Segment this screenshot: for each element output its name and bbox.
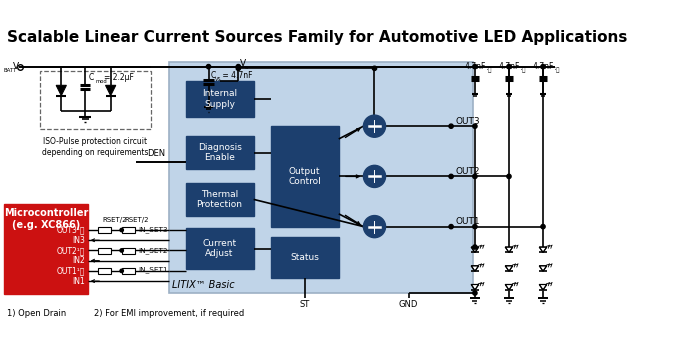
Text: OUT1¹⧵: OUT1¹⧵ [56,266,85,275]
Circle shape [120,228,123,232]
Text: 4.7nF: 4.7nF [464,62,486,71]
Text: BATT: BATT [3,68,17,73]
Text: ²⧵: ²⧵ [487,66,492,73]
Text: DEN: DEN [147,149,165,158]
Text: C: C [210,71,216,80]
Text: Internal
Supply: Internal Supply [202,89,237,109]
Polygon shape [471,266,479,271]
Text: ST: ST [300,300,310,309]
Text: RSET/2: RSET/2 [103,217,127,223]
Text: OUT2¹⧵: OUT2¹⧵ [56,246,85,255]
Text: V: V [13,62,19,71]
Text: = 2.2μF: = 2.2μF [104,73,134,82]
Circle shape [473,174,477,179]
Circle shape [541,64,545,69]
Text: Scalable Linear Current Sources Family for Automotive LED Applications: Scalable Linear Current Sources Family f… [7,30,627,45]
Text: Diagnosis
Enable: Diagnosis Enable [198,143,241,162]
Text: Status: Status [290,253,319,262]
Text: IN1: IN1 [72,276,85,285]
Circle shape [373,66,377,71]
Circle shape [449,225,454,229]
Text: VS: VS [214,77,221,82]
Text: IN_SET2: IN_SET2 [138,247,168,254]
Circle shape [449,124,454,128]
Text: OUT1: OUT1 [456,217,480,226]
Bar [98,268,112,274]
Bar [186,136,254,169]
Circle shape [120,269,123,273]
Circle shape [507,174,511,179]
Polygon shape [539,266,547,271]
Text: ²⧵: ²⧵ [555,66,560,73]
Circle shape [473,64,477,69]
Bar [98,227,112,234]
Text: RSET/2: RSET/2 [124,217,148,223]
Bar [122,227,135,234]
Text: OUT2: OUT2 [456,167,480,176]
Text: IN3: IN3 [72,236,85,245]
Bar [186,81,254,117]
Circle shape [541,225,545,229]
Text: OUT3¹⧵: OUT3¹⧵ [56,226,85,235]
Circle shape [236,66,241,71]
Polygon shape [505,266,513,271]
Polygon shape [539,284,547,290]
Bar [271,126,339,227]
Circle shape [236,64,241,69]
Circle shape [473,245,477,249]
Circle shape [207,64,211,69]
Polygon shape [539,247,547,253]
Polygon shape [505,284,513,290]
Text: = 4.7nF: = 4.7nF [220,71,252,80]
Circle shape [363,115,386,137]
Bar [122,248,135,254]
Text: C: C [88,73,94,82]
Text: IN_SET3: IN_SET3 [138,227,168,234]
Circle shape [507,64,511,69]
Bar [40,71,151,129]
Text: Thermal
Protection: Thermal Protection [197,190,243,209]
Text: ISO-Pulse protection circuit
depending on requirements: ISO-Pulse protection circuit depending o… [42,137,148,157]
Text: LITIX™ Basic: LITIX™ Basic [172,280,235,290]
Circle shape [449,174,454,179]
Text: 2) For EMI improvement, if required: 2) For EMI improvement, if required [94,309,244,318]
Polygon shape [505,247,513,253]
Bar [271,237,339,278]
Bar [169,62,473,293]
Bar [98,248,112,254]
Circle shape [473,225,477,229]
Text: mod: mod [95,79,107,84]
Text: 1) Open Drain: 1) Open Drain [7,309,66,318]
Text: V: V [240,59,246,68]
Text: GND: GND [399,300,418,309]
Polygon shape [471,247,479,253]
Text: Output
Control: Output Control [288,167,321,186]
Text: s: s [244,65,248,70]
Circle shape [473,291,477,295]
Circle shape [473,124,477,128]
Bar [186,228,254,269]
Text: Current
Adjust: Current Adjust [203,239,237,258]
Text: OUT3: OUT3 [456,117,480,126]
Text: 4.7nF: 4.7nF [532,62,554,71]
Text: ²⧵: ²⧵ [521,66,526,73]
Text: IN2: IN2 [72,256,85,265]
Bar [4,204,88,294]
Circle shape [363,165,386,188]
Bar [122,268,135,274]
Text: 4.7nF: 4.7nF [498,62,520,71]
Text: IN_SET1: IN_SET1 [138,266,168,273]
Circle shape [120,249,123,252]
Text: Microcontroller
(e.g. XC866): Microcontroller (e.g. XC866) [4,208,88,230]
Polygon shape [105,85,116,95]
Bar [186,183,254,216]
Polygon shape [471,284,479,290]
Polygon shape [56,85,67,95]
Circle shape [363,216,386,238]
